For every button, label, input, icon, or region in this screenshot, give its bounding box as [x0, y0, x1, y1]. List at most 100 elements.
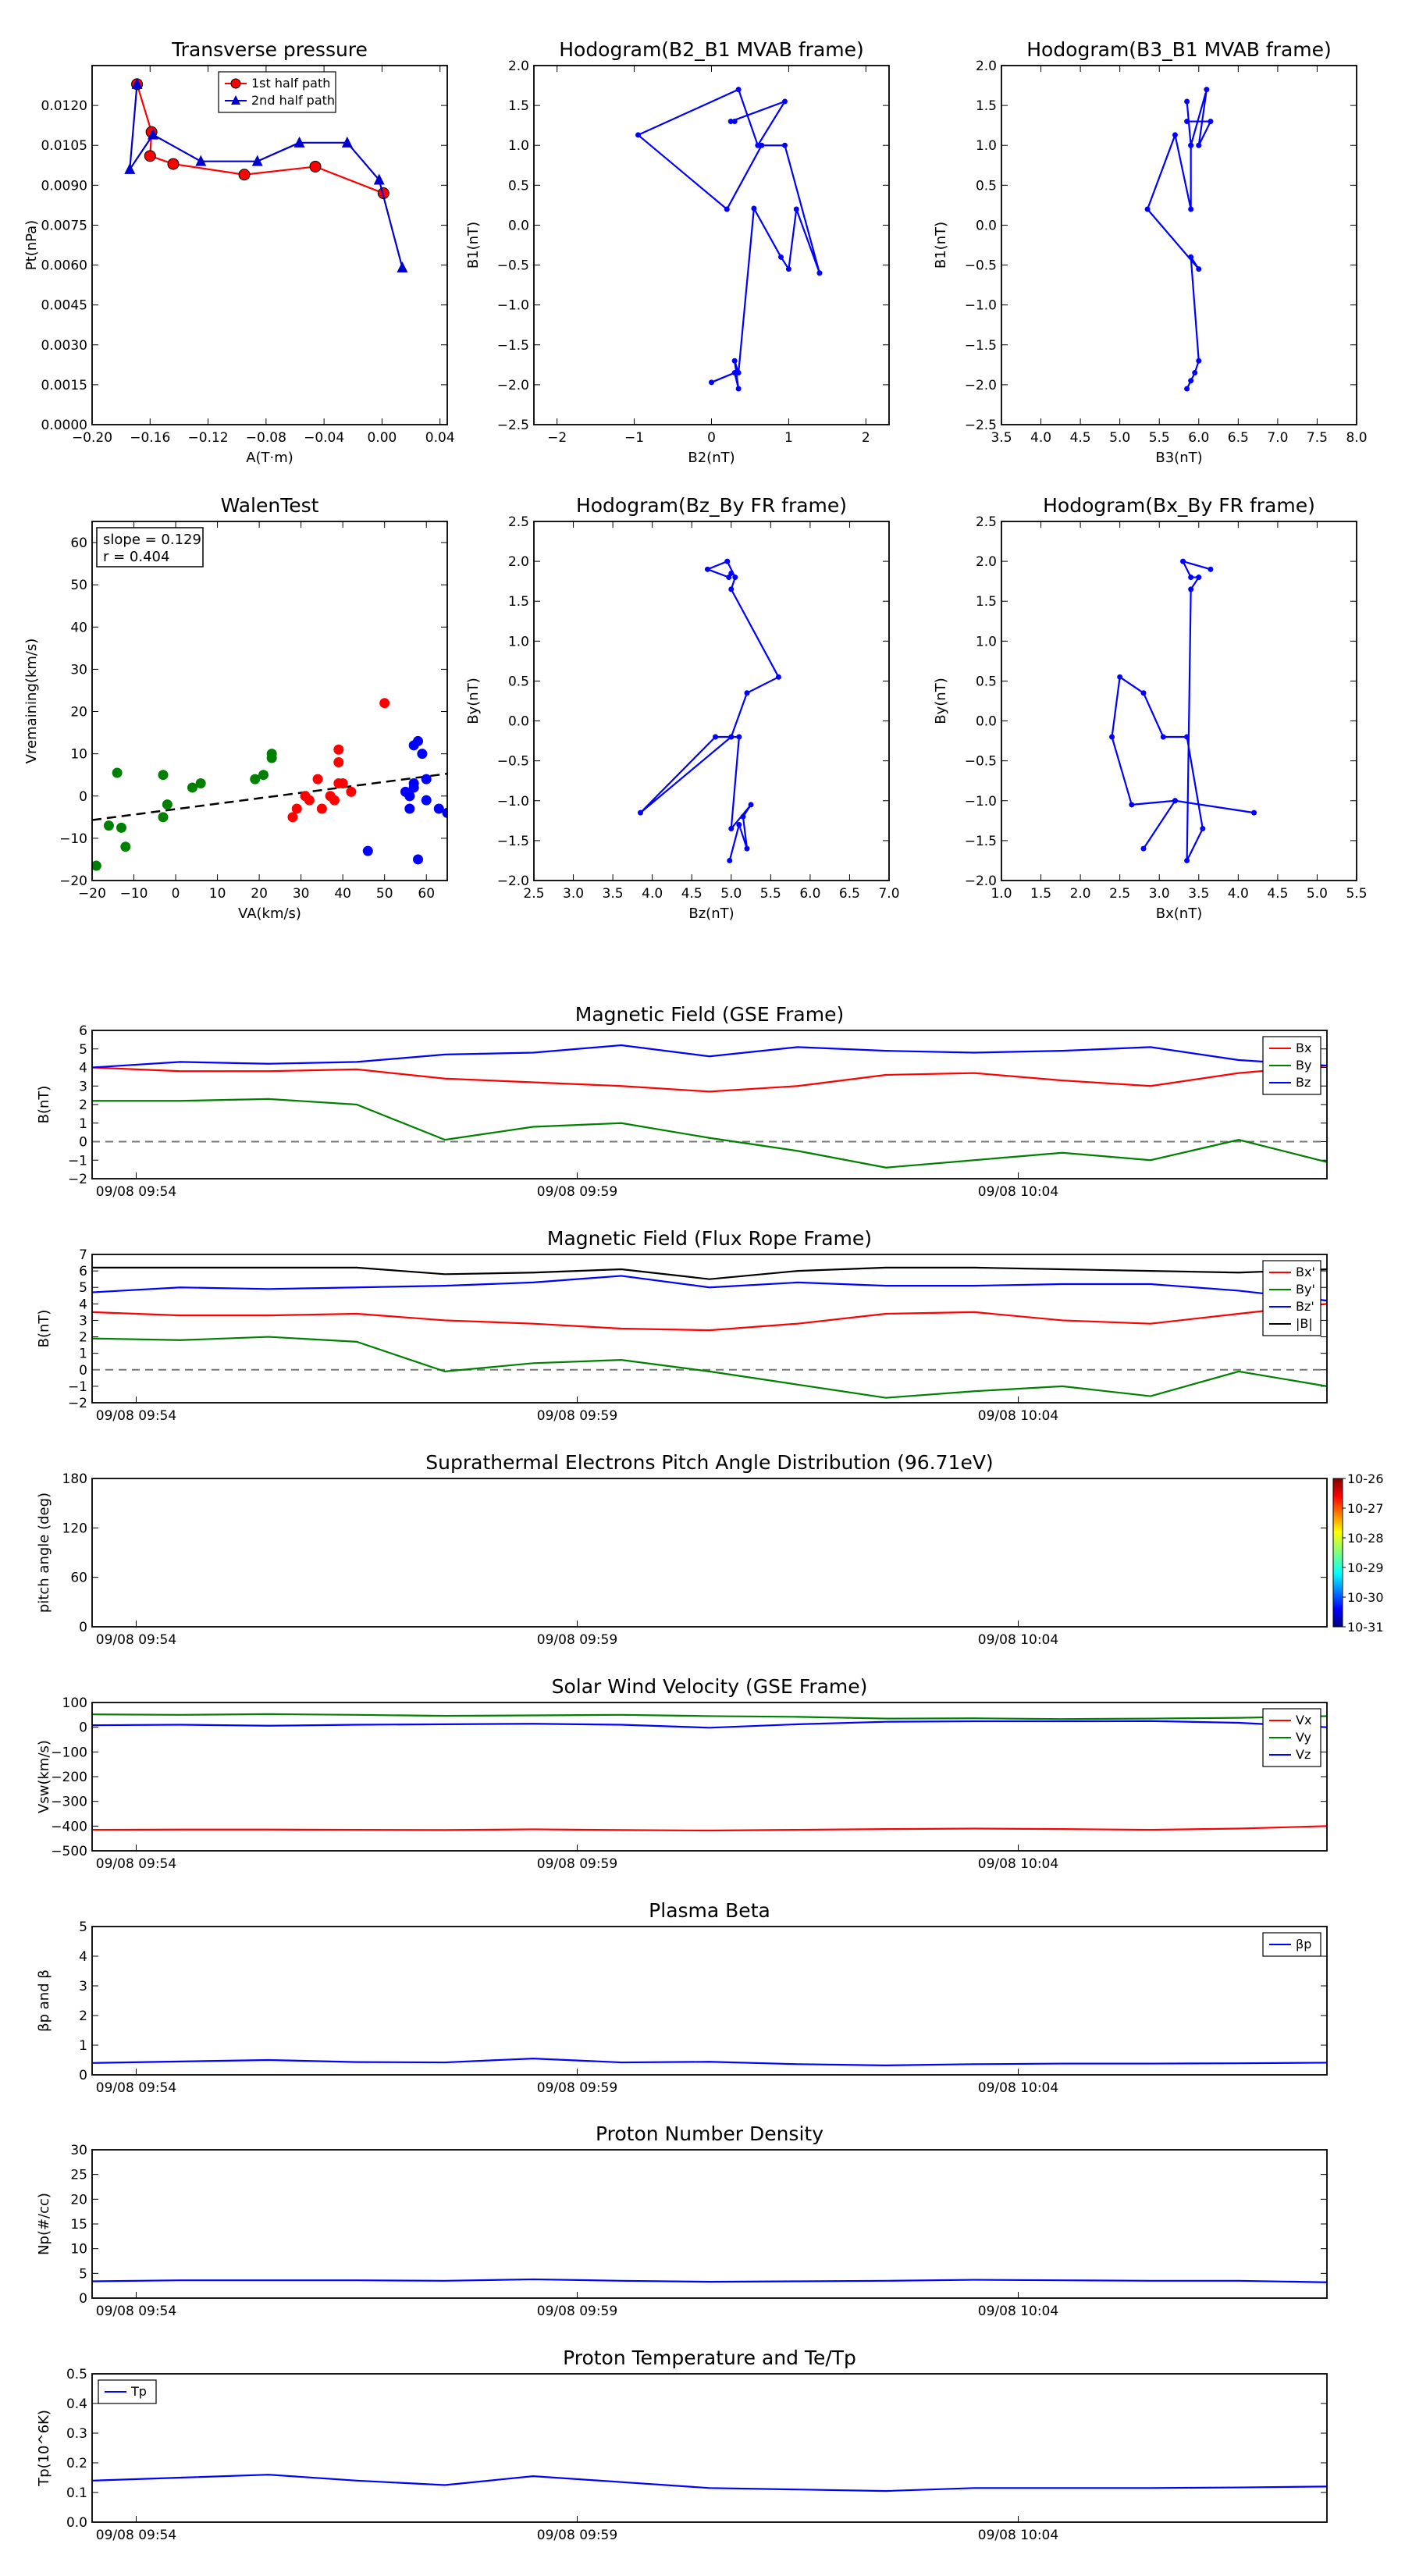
data-point	[1251, 809, 1257, 816]
x-tick-label: 4.0	[1228, 886, 1249, 902]
y-tick-label: 2	[79, 2008, 87, 2024]
data-point	[148, 128, 158, 140]
data-point	[1208, 566, 1214, 572]
data-point	[112, 767, 123, 778]
chart-ts6: Proton Number Density 0 5 10 15 20 25 30 09/08 0…	[36, 2122, 1328, 2319]
data-point	[124, 162, 136, 174]
data-point	[1117, 674, 1123, 680]
y-tick-label: 0.2	[66, 2456, 87, 2471]
y-axis-label: Vremaining(km/s)	[23, 639, 40, 764]
data-point	[1172, 798, 1178, 804]
x-tick-label: 0.00	[367, 430, 397, 446]
data-point	[735, 87, 742, 93]
data-point	[736, 734, 742, 740]
legend-label: Vz	[1296, 1747, 1311, 1762]
series-line	[1146, 89, 1212, 390]
y-tick-label: 15	[70, 2217, 87, 2233]
legend-label: Tp	[130, 2384, 147, 2399]
y-axis-label: By(nT)	[933, 678, 949, 724]
data-point	[287, 812, 298, 823]
x-tick-label: 3.0	[563, 886, 584, 902]
series-line	[92, 1336, 1327, 1399]
chart-ts5: Plasma Beta 0 1 2 3 4 5 09/08 09:54 09/08 09:59 0…	[36, 1899, 1328, 2096]
y-axis-label: Np(#/cc)	[36, 2193, 52, 2255]
y-tick-label: 1.5	[976, 98, 997, 114]
x-tick-label: 09/08 09:54	[96, 2080, 176, 2096]
data-point	[731, 370, 738, 376]
y-tick-label: 0.0090	[41, 178, 87, 194]
data-point	[187, 782, 197, 793]
x-tick-label: 4.5	[1267, 886, 1288, 902]
data-point	[735, 370, 742, 376]
y-tick-label: 3	[79, 1079, 87, 1094]
y-tick-label: 3	[79, 1979, 87, 1994]
y-tick-label: 2.0	[976, 554, 997, 570]
data-point	[1196, 575, 1202, 581]
x-tick-label: 09/08 10:04	[978, 1408, 1058, 1424]
annotation-text: slope = 0.129	[103, 532, 201, 548]
plot-frame	[533, 65, 890, 425]
y-tick-label: 0	[79, 1135, 87, 1151]
data-point	[417, 749, 428, 760]
y-tick-label: 0.5	[508, 674, 529, 689]
x-tick-label: 1.5	[1030, 886, 1051, 902]
y-tick-label: 0	[79, 2291, 87, 2307]
chart-title: Hodogram(B3_B1 MVAB frame)	[1026, 38, 1332, 61]
data-point	[731, 358, 738, 364]
data-point	[1144, 206, 1151, 212]
x-tick-label: 1.0	[991, 886, 1012, 902]
y-tick-label: −0.5	[497, 258, 529, 274]
y-tick-label: 0	[79, 789, 87, 805]
y-tick-label: −1	[68, 1153, 87, 1169]
chart-title: Magnetic Field (Flux Rope Frame)	[547, 1227, 872, 1250]
series-line	[92, 1065, 1327, 1093]
legend-label: 1st half path	[251, 76, 330, 91]
data-point	[1180, 558, 1186, 564]
chart-ts7: Proton Temperature and Te/Tp 0.0 0.1 0.2 0.3…	[36, 2347, 1328, 2543]
data-point	[404, 803, 415, 814]
x-tick-label: 4.5	[681, 886, 702, 902]
data-point	[1160, 734, 1166, 740]
y-tick-label: 0.0075	[41, 218, 87, 233]
plot-area	[638, 558, 781, 863]
series-line	[92, 1825, 1327, 1832]
y-tick-label: −1.0	[965, 298, 997, 314]
x-tick-label: 09/08 09:54	[96, 2528, 176, 2543]
data-point	[346, 786, 357, 797]
y-tick-label: 0.5	[976, 178, 997, 194]
legend-label: Bx'	[1296, 1265, 1315, 1279]
x-tick-label: −2	[547, 430, 567, 446]
x-tick-label: 6.5	[839, 886, 860, 902]
legend: βp	[1262, 1932, 1321, 1957]
data-point	[635, 132, 642, 138]
y-tick-label: 50	[70, 578, 87, 593]
data-point	[728, 734, 735, 740]
x-tick-label: 6.5	[1228, 430, 1249, 446]
y-axis-label: B1(nT)	[465, 222, 482, 269]
annotation-box	[96, 527, 204, 568]
plot-frame	[91, 2149, 1328, 2299]
y-tick-label: −1	[68, 1379, 87, 1395]
data-point	[1184, 98, 1190, 105]
legend-box	[1262, 1708, 1321, 1767]
x-tick-label: 09/08 09:59	[537, 1408, 617, 1424]
y-tick-label: 0.0120	[41, 98, 87, 114]
data-point	[736, 821, 742, 827]
legend: Bx' By' Bz' |B|	[1262, 1260, 1321, 1336]
y-tick-label: 20	[70, 705, 87, 720]
data-point	[713, 734, 719, 740]
chart-ts3: Suprathermal Electrons Pitch Angle Distr…	[36, 1451, 1384, 1648]
chart-title: WalenTest	[221, 494, 319, 517]
data-point	[397, 261, 408, 272]
chart-title: Hodogram(Bx_By FR frame)	[1043, 494, 1315, 517]
data-point	[131, 77, 143, 89]
x-tick-label: 5.5	[1346, 886, 1367, 902]
data-point	[1196, 142, 1202, 148]
y-tick-label: −0.5	[965, 754, 997, 770]
data-point	[309, 160, 322, 173]
chart-title: Solar Wind Velocity (GSE Frame)	[552, 1675, 868, 1698]
y-tick-label: 5	[79, 2266, 87, 2282]
chart-title: Hodogram(Bz_By FR frame)	[576, 494, 847, 517]
y-tick-label: 2.5	[976, 514, 997, 530]
series-line	[92, 1266, 1327, 1280]
